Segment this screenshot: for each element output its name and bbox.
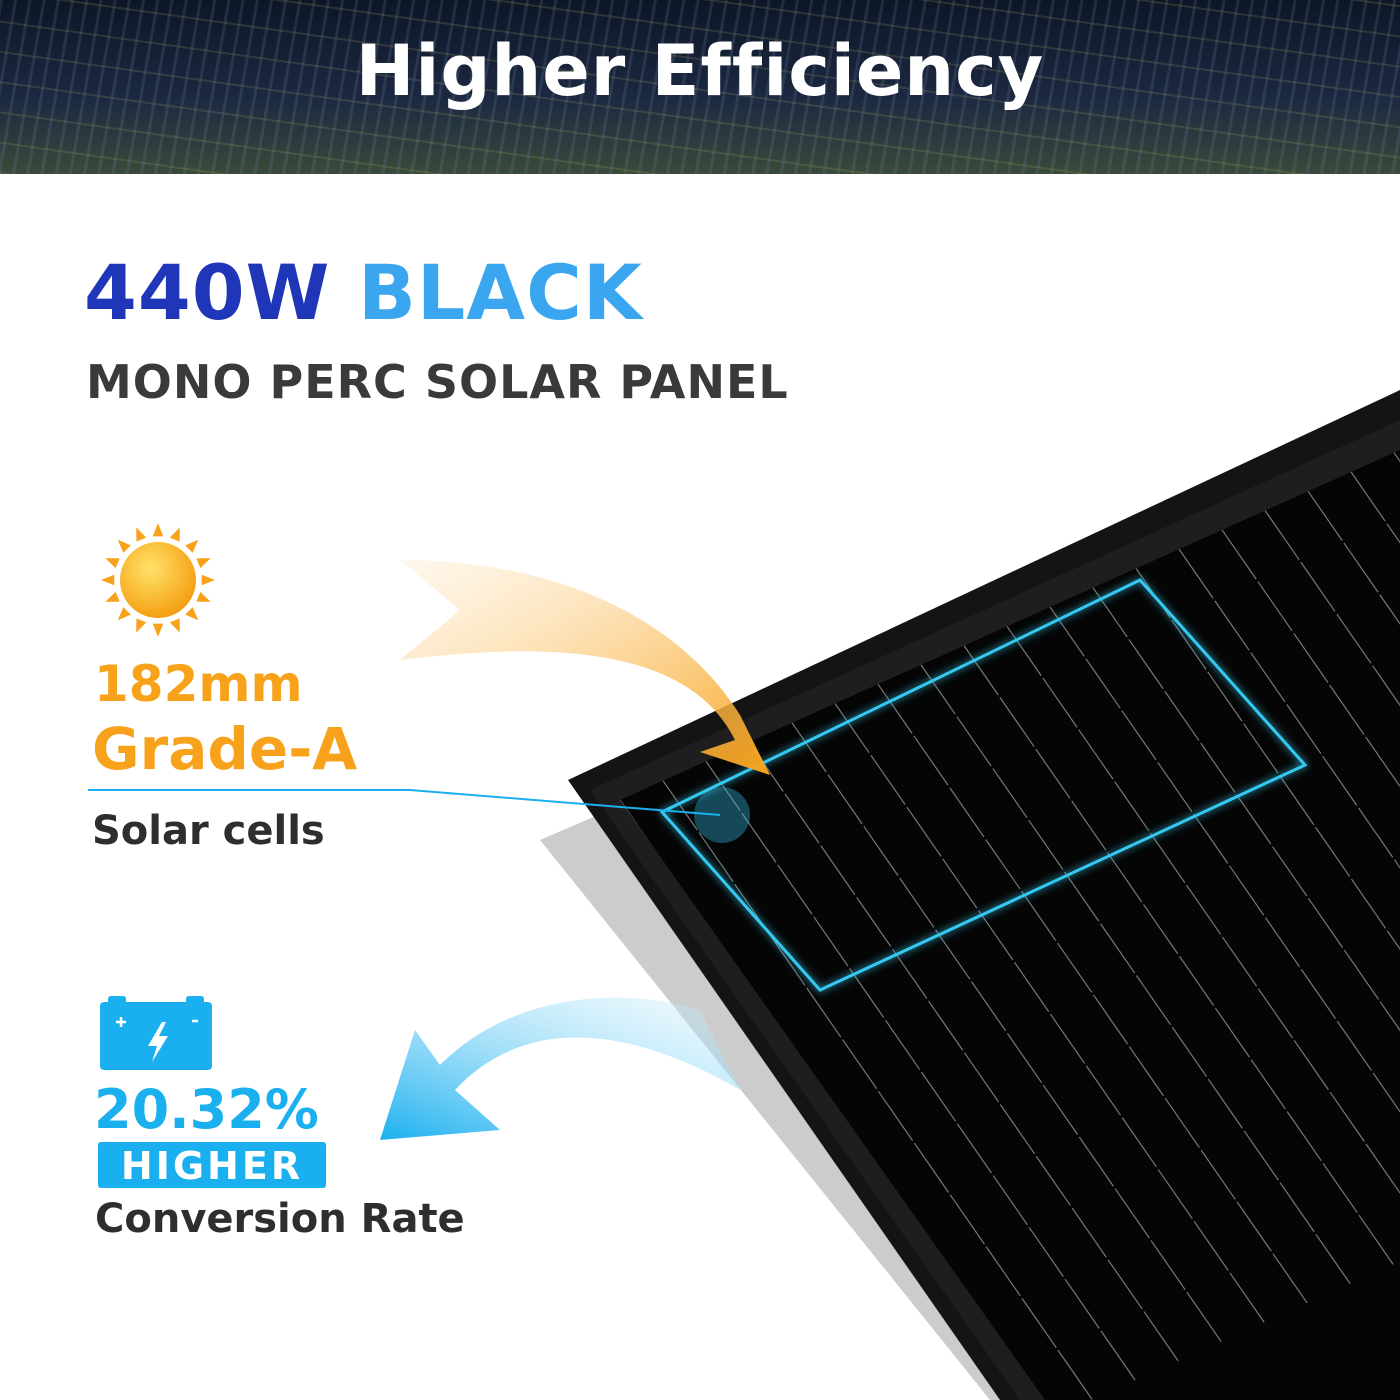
orange-arrow-icon <box>400 560 770 775</box>
hero-banner: Higher Efficiency <box>0 0 1400 174</box>
sun-ray <box>201 574 215 586</box>
sun-ray <box>117 539 131 553</box>
conversion-label: Conversion Rate <box>95 1196 465 1242</box>
cell-grade: Grade-A <box>92 715 358 783</box>
blue-arrow-icon <box>380 997 740 1140</box>
sun-ray <box>185 607 199 621</box>
sun-ray <box>185 539 199 553</box>
panel-cells <box>620 450 1400 1400</box>
subtitle: MONO PERC SOLAR PANEL <box>86 355 789 409</box>
sun-ray <box>152 523 164 537</box>
sun-ray <box>169 618 180 633</box>
banner-title: Higher Efficiency <box>355 30 1045 112</box>
sun-ray <box>152 623 164 637</box>
sun-ray <box>196 558 211 569</box>
callout-line <box>88 789 721 816</box>
sun-ray <box>105 591 120 602</box>
highlight-dot <box>694 787 750 843</box>
conversion-percent: 20.32% <box>94 1078 319 1141</box>
headline: 440W BLACK <box>84 248 643 337</box>
sun-ray <box>101 574 115 586</box>
battery-icon <box>100 996 212 1070</box>
wattage: 440W <box>84 248 331 337</box>
sun-ray <box>105 558 120 569</box>
higher-badge: HIGHER <box>98 1142 326 1188</box>
sun-icon <box>101 523 215 637</box>
cell-size: 182mm <box>94 655 303 713</box>
sun-ray <box>196 591 211 602</box>
cells-label: Solar cells <box>92 808 325 854</box>
highlight-frame <box>659 578 1308 992</box>
color-word: BLACK <box>357 248 643 337</box>
sun-ray <box>136 618 147 633</box>
sun-ray <box>117 607 131 621</box>
sun-ray <box>136 527 147 542</box>
sun-ray <box>169 527 180 542</box>
